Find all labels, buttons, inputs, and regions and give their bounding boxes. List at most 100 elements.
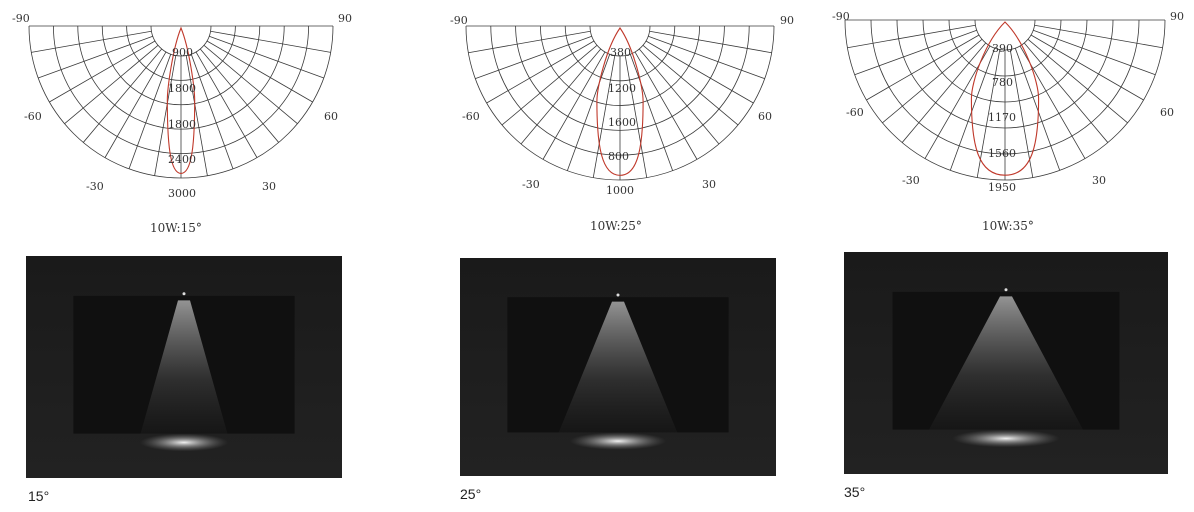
grid-spoke xyxy=(1034,24,1163,49)
angle-label-right-30: 30 xyxy=(1092,174,1106,187)
angle-label-right-60: 60 xyxy=(324,110,338,123)
grid-spoke xyxy=(854,29,977,76)
grid-spoke xyxy=(520,48,602,145)
intensity-curve-1 xyxy=(166,26,196,174)
grid-spoke xyxy=(195,51,258,158)
angle-label-left-90: -90 xyxy=(450,14,468,27)
grid-ring xyxy=(150,25,212,57)
ring-value-1: 900 xyxy=(172,46,193,59)
grid-spoke xyxy=(82,48,163,143)
beam-render-3 xyxy=(844,252,1168,474)
grid-spoke xyxy=(185,55,208,176)
photo-label-2: 25° xyxy=(460,486,482,502)
grid-spoke xyxy=(486,40,595,104)
light-fixture xyxy=(182,292,186,296)
ring-value-1: 380 xyxy=(610,46,631,59)
grid-spoke xyxy=(501,44,598,126)
intensity-curve-2 xyxy=(596,27,644,176)
light-cone xyxy=(140,300,228,434)
polar-diagram-1: -90 90 -60 60 -30 30 900 1800 1800 2400 … xyxy=(0,0,360,240)
grid-spoke xyxy=(847,24,976,49)
grid-spoke xyxy=(634,51,698,160)
floor-spot xyxy=(569,432,667,450)
angle-label-right-90: 90 xyxy=(780,14,794,27)
polar-curve-group-2 xyxy=(596,27,644,176)
grid-spoke xyxy=(949,48,996,171)
beam-photo-3 xyxy=(844,252,1168,474)
polar-curve-group-3 xyxy=(970,21,1040,176)
grid-spoke xyxy=(1014,48,1061,171)
angle-label-left-90: -90 xyxy=(12,12,30,25)
ring-value-2: 780 xyxy=(992,76,1013,89)
grid-spoke xyxy=(64,44,159,125)
grid-ring xyxy=(589,25,651,57)
ring-value-4: 1560 xyxy=(988,147,1016,160)
ring-value-3: 1170 xyxy=(988,111,1016,124)
grid-spoke xyxy=(642,44,739,126)
beam-photo-2 xyxy=(460,258,776,476)
grid-spoke xyxy=(901,42,987,143)
intensity-curve-3 xyxy=(970,21,1040,176)
grid-spoke xyxy=(1009,49,1034,178)
grid-spoke xyxy=(592,55,616,178)
ring-value-5: 1950 xyxy=(988,181,1016,194)
ring-value-1: 390 xyxy=(992,42,1013,55)
grid-spoke xyxy=(866,34,980,101)
polar-diagram-2: -90 90 -60 60 -30 30 380 1200 1600 800 1… xyxy=(440,0,800,240)
ring-value-4: 800 xyxy=(608,150,629,163)
grid-spoke xyxy=(1027,38,1128,124)
grid-spoke xyxy=(1030,34,1144,101)
polar-grid-2 xyxy=(465,25,775,181)
grid-spoke xyxy=(542,51,606,160)
light-fixture xyxy=(1004,288,1008,292)
angle-label-right-60: 60 xyxy=(1160,106,1174,119)
beam-photo-1 xyxy=(26,256,342,478)
light-fixture xyxy=(616,293,620,297)
grid-spoke xyxy=(976,49,1001,178)
light-cone xyxy=(929,296,1083,430)
ring-value-3: 1800 xyxy=(168,118,196,131)
beam-render-1 xyxy=(26,256,342,478)
grid-spoke xyxy=(206,40,313,103)
light-cone xyxy=(558,301,678,433)
angle-label-left-90: -90 xyxy=(832,10,850,23)
grid-spoke xyxy=(629,54,674,171)
grid-spoke xyxy=(210,30,331,53)
angle-label-right-30: 30 xyxy=(262,180,276,193)
polar-curve-group-1 xyxy=(166,26,196,174)
grid-spoke xyxy=(203,44,298,125)
ring-value-3: 1600 xyxy=(608,116,636,129)
polar-diagram-svg-1: -90 90 -60 60 -30 30 900 1800 1800 2400 … xyxy=(12,12,352,235)
grid-spoke xyxy=(649,30,772,54)
polar-diagram-svg-2: -90 90 -60 60 -30 30 380 1200 1600 800 1… xyxy=(450,14,794,233)
grid-spoke xyxy=(638,48,720,145)
diagram-caption-2: 10W:25° xyxy=(590,219,642,233)
grid-spoke xyxy=(475,35,592,80)
angle-label-right-90: 90 xyxy=(338,12,352,25)
grid-spoke xyxy=(468,30,591,54)
angle-label-right-30: 30 xyxy=(702,178,716,191)
ring-value-4: 2400 xyxy=(168,153,196,166)
grid-ring xyxy=(974,19,1036,51)
grid-spoke xyxy=(1023,42,1109,143)
grid-spoke xyxy=(49,40,156,103)
grid-spoke xyxy=(154,55,177,176)
polar-diagram-svg-3: -90 90 -60 60 -30 30 390 780 1170 1560 1… xyxy=(832,10,1184,233)
grid-spoke xyxy=(199,48,280,143)
polar-diagram-3: -90 90 -60 60 -30 30 390 780 1170 1560 1… xyxy=(820,0,1194,240)
grid-spoke xyxy=(31,30,152,53)
diagram-caption-3: 10W:35° xyxy=(982,219,1034,233)
grid-spoke xyxy=(566,54,611,171)
grid-spoke xyxy=(104,51,167,158)
angle-label-right-90: 90 xyxy=(1170,10,1184,23)
grid-spoke xyxy=(882,38,983,124)
grid-spoke xyxy=(1033,29,1156,76)
angle-label-left-30: -30 xyxy=(902,174,920,187)
grid-spoke xyxy=(645,40,754,104)
grid-spoke xyxy=(648,35,765,80)
beam-render-2 xyxy=(460,258,776,476)
diagram-caption-1: 10W:15° xyxy=(150,221,202,235)
grid-spoke xyxy=(128,54,172,169)
ring-value-5: 1000 xyxy=(606,184,634,197)
grid-spoke xyxy=(209,35,324,79)
